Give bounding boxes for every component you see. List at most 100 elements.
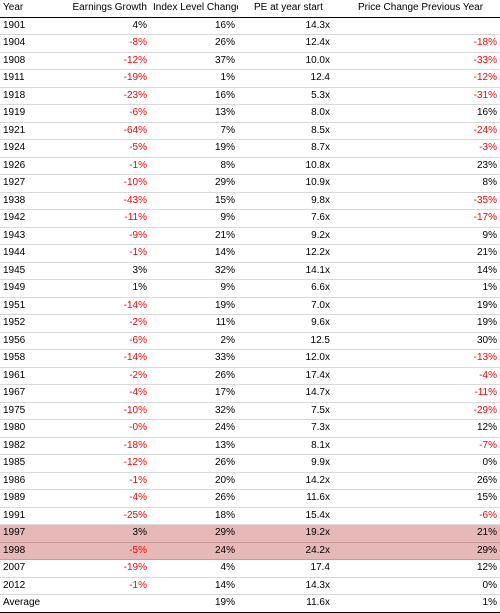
cell-price-change[interactable]: -31% [356, 87, 500, 105]
header-year[interactable]: Year [0, 0, 66, 18]
cell-year[interactable]: 1911 [0, 69, 66, 88]
cell-earnings-growth[interactable]: 3% [66, 262, 150, 280]
average-pe[interactable]: 11.6x [238, 594, 356, 613]
cell-earnings-growth[interactable]: -0% [66, 419, 150, 438]
cell-year[interactable]: 2012 [0, 577, 66, 595]
cell-year[interactable]: 1986 [0, 472, 66, 490]
cell-year[interactable]: 1956 [0, 332, 66, 350]
cell-index-change[interactable]: 26% [150, 367, 238, 385]
cell-index-change[interactable]: 26% [150, 489, 238, 508]
cell-pe[interactable]: 10.8x [238, 157, 356, 175]
cell-price-change[interactable]: 0% [356, 577, 500, 595]
cell-year[interactable]: 1997 [0, 524, 66, 543]
cell-pe[interactable]: 15.4x [238, 507, 356, 525]
average-price[interactable]: 1% [356, 594, 500, 613]
cell-year[interactable]: 1975 [0, 402, 66, 420]
cell-price-change[interactable]: 23% [356, 157, 500, 175]
cell-earnings-growth[interactable]: -6% [66, 104, 150, 123]
cell-price-change[interactable]: 12% [356, 559, 500, 578]
cell-pe[interactable]: 7.6x [238, 209, 356, 228]
cell-pe[interactable]: 8.0x [238, 104, 356, 123]
cell-price-change[interactable]: 21% [356, 524, 500, 543]
cell-index-change[interactable]: 9% [150, 279, 238, 298]
cell-price-change[interactable]: 30% [356, 332, 500, 350]
cell-index-change[interactable]: 11% [150, 314, 238, 333]
cell-year[interactable]: 1921 [0, 122, 66, 140]
cell-year[interactable]: 1980 [0, 419, 66, 438]
cell-pe[interactable]: 10.0x [238, 52, 356, 70]
cell-index-change[interactable]: 32% [150, 262, 238, 280]
cell-index-change[interactable]: 21% [150, 227, 238, 245]
cell-price-change[interactable]: 14% [356, 262, 500, 280]
cell-index-change[interactable]: 20% [150, 472, 238, 490]
cell-price-change[interactable]: -24% [356, 122, 500, 140]
cell-price-change[interactable]: -11% [356, 384, 500, 403]
cell-pe[interactable]: 9.9x [238, 454, 356, 473]
cell-pe[interactable]: 17.4 [238, 559, 356, 578]
cell-year[interactable]: 1926 [0, 157, 66, 175]
cell-pe[interactable]: 8.5x [238, 122, 356, 140]
cell-year[interactable]: 1951 [0, 297, 66, 315]
cell-price-change[interactable]: -3% [356, 139, 500, 158]
cell-pe[interactable]: 8.7x [238, 139, 356, 158]
cell-price-change[interactable]: 9% [356, 227, 500, 245]
cell-year[interactable]: 1938 [0, 192, 66, 210]
cell-index-change[interactable]: 7% [150, 122, 238, 140]
cell-index-change[interactable]: 4% [150, 559, 238, 578]
cell-year[interactable]: 1961 [0, 367, 66, 385]
cell-earnings-growth[interactable]: -19% [66, 69, 150, 88]
cell-index-change[interactable]: 19% [150, 139, 238, 158]
cell-price-change[interactable]: 29% [356, 542, 500, 560]
cell-year[interactable]: 1958 [0, 349, 66, 368]
cell-index-change[interactable]: 18% [150, 507, 238, 525]
cell-index-change[interactable]: 29% [150, 174, 238, 193]
cell-price-change[interactable]: -18% [356, 34, 500, 53]
cell-earnings-growth[interactable]: -1% [66, 157, 150, 175]
cell-price-change[interactable]: 0% [356, 454, 500, 473]
cell-earnings-growth[interactable]: -4% [66, 489, 150, 508]
cell-earnings-growth[interactable]: 1% [66, 279, 150, 298]
cell-index-change[interactable]: 13% [150, 104, 238, 123]
cell-earnings-growth[interactable]: -4% [66, 384, 150, 403]
cell-price-change[interactable]: 19% [356, 314, 500, 333]
cell-earnings-growth[interactable]: -18% [66, 437, 150, 455]
cell-pe[interactable]: 14.3x [238, 577, 356, 595]
cell-pe[interactable]: 6.6x [238, 279, 356, 298]
average-earnings[interactable] [66, 594, 150, 613]
cell-earnings-growth[interactable]: -11% [66, 209, 150, 228]
cell-year[interactable]: 1944 [0, 244, 66, 263]
cell-year[interactable]: 1927 [0, 174, 66, 193]
cell-index-change[interactable]: 26% [150, 34, 238, 53]
header-earnings-growth[interactable]: Earnings Growth [66, 0, 150, 18]
cell-pe[interactable]: 14.1x [238, 262, 356, 280]
cell-pe[interactable]: 12.4 [238, 69, 356, 88]
cell-index-change[interactable]: 26% [150, 454, 238, 473]
cell-index-change[interactable]: 9% [150, 209, 238, 228]
cell-price-change[interactable]: -35% [356, 192, 500, 210]
cell-pe[interactable]: 14.3x [238, 17, 356, 35]
cell-pe[interactable]: 9.2x [238, 227, 356, 245]
header-index-level-change[interactable]: Index Level Change [150, 0, 238, 18]
cell-year[interactable]: 1901 [0, 17, 66, 35]
cell-price-change[interactable]: -33% [356, 52, 500, 70]
cell-index-change[interactable]: 13% [150, 437, 238, 455]
cell-pe[interactable]: 12.0x [238, 349, 356, 368]
cell-year[interactable]: 1945 [0, 262, 66, 280]
cell-earnings-growth[interactable]: -5% [66, 139, 150, 158]
cell-earnings-growth[interactable]: -12% [66, 454, 150, 473]
cell-index-change[interactable]: 24% [150, 542, 238, 560]
cell-year[interactable]: 1942 [0, 209, 66, 228]
cell-pe[interactable]: 24.2x [238, 542, 356, 560]
cell-index-change[interactable]: 15% [150, 192, 238, 210]
cell-index-change[interactable]: 8% [150, 157, 238, 175]
cell-index-change[interactable]: 1% [150, 69, 238, 88]
cell-pe[interactable]: 9.8x [238, 192, 356, 210]
cell-index-change[interactable]: 16% [150, 17, 238, 35]
cell-earnings-growth[interactable]: -5% [66, 542, 150, 560]
cell-pe[interactable]: 10.9x [238, 174, 356, 193]
cell-price-change[interactable]: -29% [356, 402, 500, 420]
cell-year[interactable]: 1908 [0, 52, 66, 70]
cell-price-change[interactable]: 16% [356, 104, 500, 123]
cell-pe[interactable]: 19.2x [238, 524, 356, 543]
cell-earnings-growth[interactable]: -2% [66, 314, 150, 333]
